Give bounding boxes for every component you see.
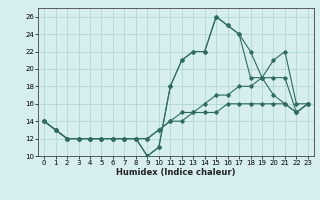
X-axis label: Humidex (Indice chaleur): Humidex (Indice chaleur) [116,168,236,177]
